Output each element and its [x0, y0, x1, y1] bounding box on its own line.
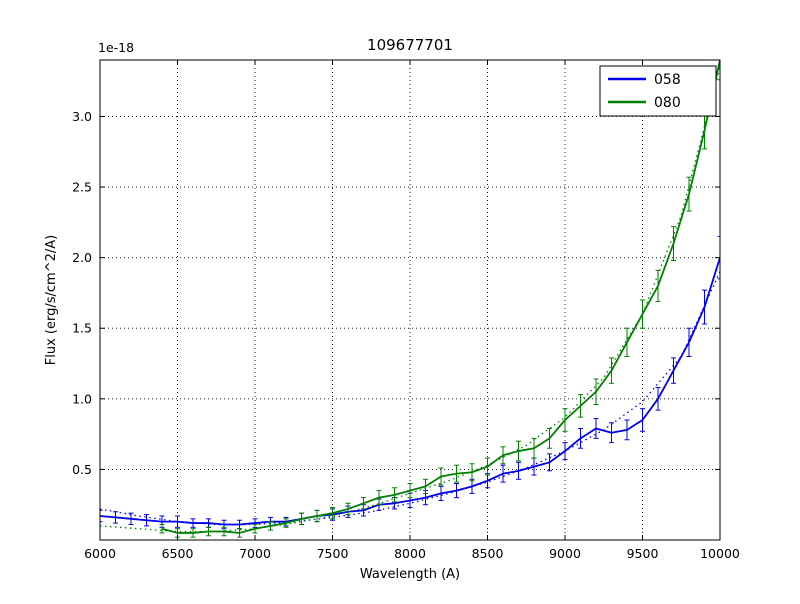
y-tick-label: 2.0	[72, 250, 92, 265]
x-tick-label: 8500	[472, 546, 504, 561]
y-tick-label: 3.0	[72, 109, 92, 124]
x-tick-label: 8000	[394, 546, 426, 561]
series-080	[100, 60, 720, 538]
y-tick-label: 0.5	[72, 462, 92, 477]
y-tick-label: 1.5	[72, 321, 92, 336]
y-axis-offset-label: 1e-18	[98, 40, 134, 55]
spectrum-line-080	[161, 60, 720, 534]
data-layer	[100, 60, 720, 538]
x-tick-label: 6500	[162, 546, 194, 561]
spectrum-line-058	[100, 257, 720, 526]
legend-label-058: 058	[654, 72, 681, 88]
y-tick-label: 2.5	[72, 180, 92, 195]
x-tick-label: 7500	[317, 546, 349, 561]
x-tick-label: 6000	[84, 546, 116, 561]
grid	[99, 60, 721, 540]
x-tick-label: 9000	[549, 546, 581, 561]
x-tick-label: 10000	[700, 546, 740, 561]
chart-title: 109677701	[367, 36, 453, 54]
x-tick-label: 7000	[239, 546, 271, 561]
y-tick-label: 1.0	[72, 391, 92, 406]
legend: 058 080	[599, 65, 717, 117]
y-axis-label: Flux (erg/s/cm^2/A)	[44, 235, 59, 365]
legend-box	[599, 65, 717, 117]
axis-ticks: 6000 6500 7000 7500 8000 8500 9000 9500 10000 0.5…	[72, 60, 740, 561]
series-058	[100, 235, 720, 530]
legend-label-080: 080	[654, 95, 681, 111]
x-axis-label: Wavelength (A)	[360, 567, 460, 582]
x-tick-label: 9500	[627, 546, 659, 561]
